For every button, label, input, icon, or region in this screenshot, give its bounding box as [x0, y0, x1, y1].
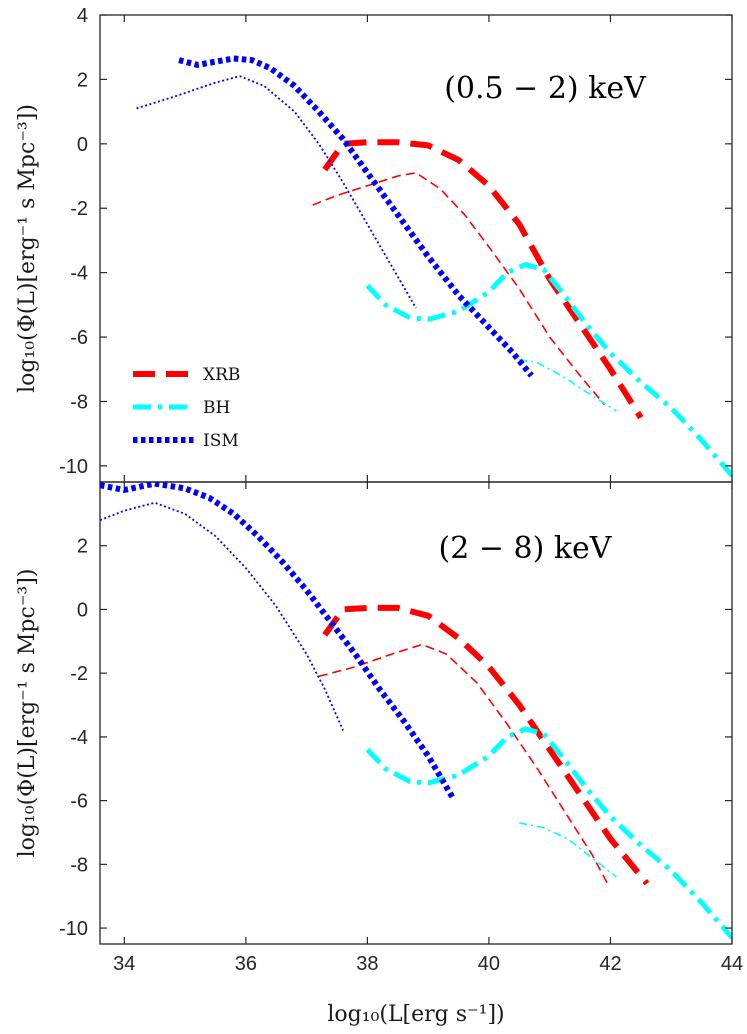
series-bh-line	[365, 726, 732, 940]
y-tick-label: -2	[70, 663, 88, 685]
series-ism-thin-line	[100, 501, 344, 731]
x-tick-label: 42	[599, 953, 621, 975]
x-tick-label: 38	[356, 953, 378, 975]
y-tick-label: -4	[70, 263, 88, 285]
y-tick-label: -8	[70, 391, 88, 413]
x-axis-label: log₁₀(L[erg s⁻¹])	[327, 1002, 504, 1027]
panel-label-hard: (2 − 8) keV	[439, 531, 613, 566]
y-tick-label: -10	[59, 456, 88, 478]
y-tick-label: 2	[77, 69, 88, 91]
series-bh-thin-line	[519, 822, 617, 878]
x-tick-label: 44	[721, 953, 743, 975]
y-tick-label: 0	[77, 599, 88, 621]
y-tick-label: -6	[70, 327, 88, 349]
y-tick-label: -6	[70, 791, 88, 813]
series-bh-line	[365, 262, 732, 478]
series-ism-line	[178, 55, 534, 378]
panel-soft-band: -10 -8 -6 -4 -2 0 2 4 (0.5 − 2) keV log₁₀(Φ(L)[…	[15, 5, 733, 483]
x-tick-label: 36	[235, 953, 257, 975]
y-tick-label: -8	[70, 854, 88, 876]
legend-label-bh: BH	[203, 398, 230, 418]
legend: XRB BH ISM	[133, 365, 240, 451]
y-tick-label: -2	[70, 198, 88, 220]
y-tick-label: -10	[59, 918, 88, 940]
y-tick-label: 4	[77, 5, 88, 27]
y-tick-label: 0	[77, 134, 88, 156]
series-ism-line	[100, 482, 456, 799]
y-tick-label: 2	[77, 536, 88, 558]
series-ism-thin-line	[136, 75, 417, 309]
x-tick-label: 40	[478, 953, 500, 975]
legend-label-ism: ISM	[203, 431, 239, 451]
y-axis-label-bottom: log₁₀(Φ(L)[erg⁻¹ s Mpc⁻³])	[15, 569, 40, 858]
x-tick-label: 34	[113, 953, 135, 975]
plot-frame-bottom	[99, 481, 733, 945]
series-bh-thin-line	[519, 358, 617, 412]
series-xrb-thin-line	[318, 643, 609, 884]
series-xrb-line	[322, 139, 644, 420]
series-xrb-thin-line	[312, 172, 606, 406]
panel-label-soft: (0.5 − 2) keV	[444, 71, 647, 106]
y-axis-label-top: log₁₀(Φ(L)[erg⁻¹ s Mpc⁻³])	[15, 104, 40, 393]
y-tick-label: -4	[70, 727, 88, 749]
series-xrb-line	[322, 604, 650, 886]
legend-label-xrb: XRB	[203, 365, 240, 385]
panel-hard-band: -10 -8 -6 -4 -2 0 2 34 36 38 40 42 44 (2 − 8) keV lo…	[15, 481, 743, 1027]
